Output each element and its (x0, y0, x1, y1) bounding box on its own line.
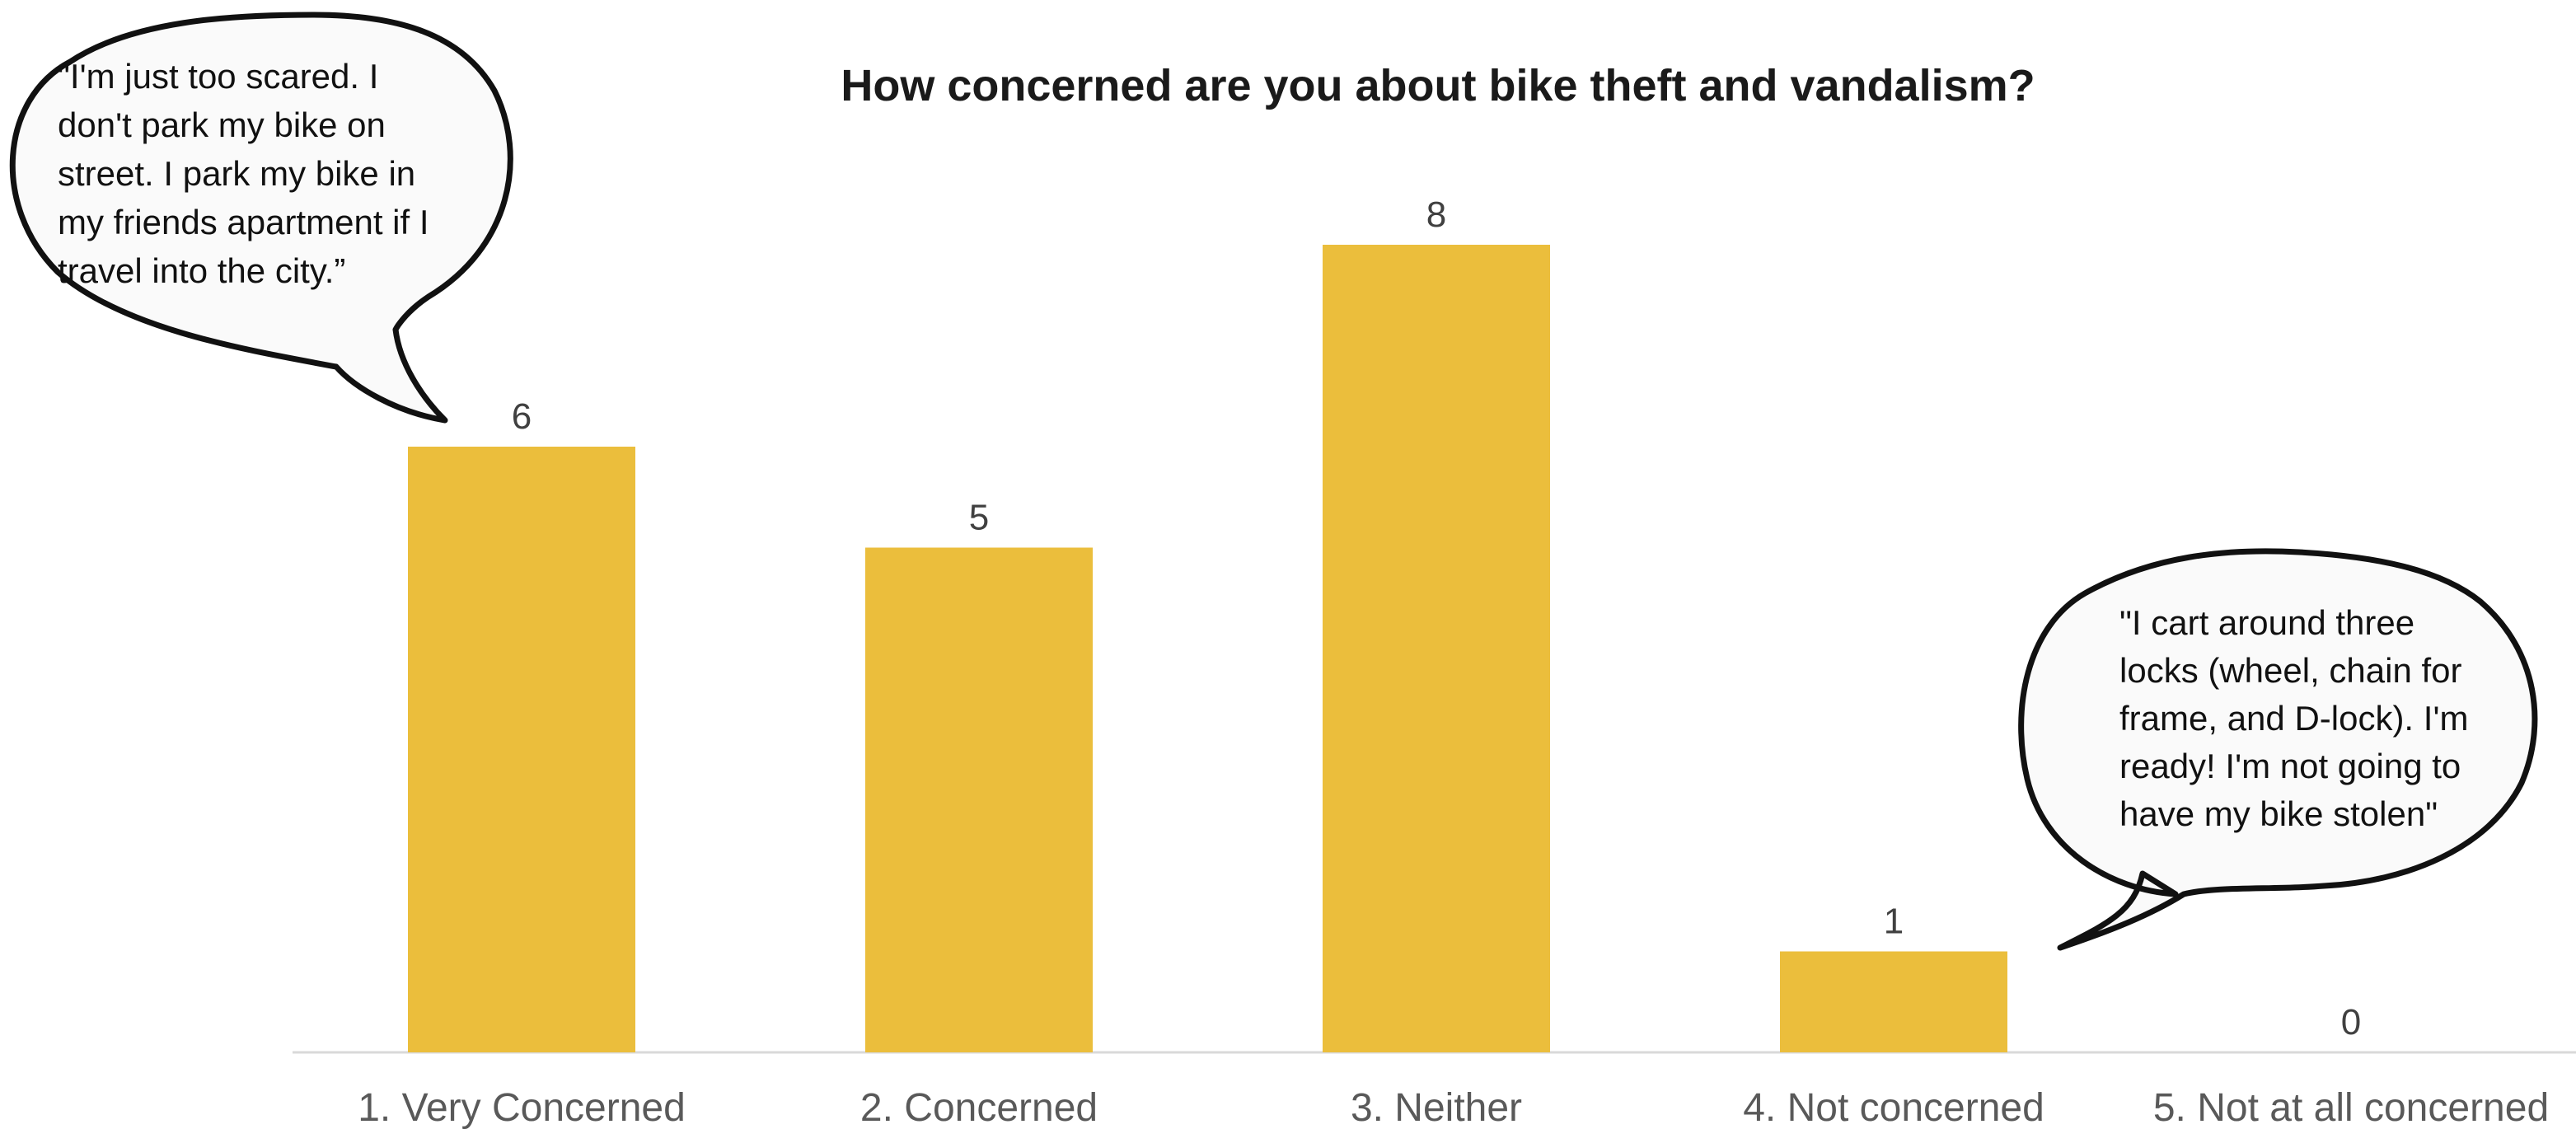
data-label: 8 (1426, 194, 1446, 235)
data-label: 5 (969, 498, 989, 538)
callout-text-line: frame, and D-lock). I'm (2119, 699, 2468, 738)
bars-layer (408, 245, 2007, 1052)
speech-bubble (9, 12, 513, 424)
category-label: 1. Very Concerned (358, 1086, 686, 1129)
bar (865, 547, 1093, 1052)
category-label: 4. Not concerned (1743, 1086, 2044, 1129)
callout-text-line: street. I park my bike in (58, 154, 415, 193)
bar (1323, 245, 1550, 1052)
labels-layer: 6 1. Very Concerned 5 2. Concerned 8 3. Neith… (358, 194, 2549, 1129)
callout-text-line: travel into the city.” (58, 251, 345, 290)
chart-title: How concerned are you about bike theft a… (841, 61, 2035, 110)
category-label: 2. Concerned (860, 1086, 1098, 1129)
category-label: 5. Not at all concerned (2153, 1086, 2549, 1129)
callout-text-line: "I cart around three (2119, 603, 2414, 642)
bar (408, 447, 635, 1052)
data-label: 0 (2341, 1002, 2361, 1042)
speech-bubble (2018, 548, 2538, 951)
callout-text-line: ready! I'm not going to (2119, 747, 2461, 785)
data-label: 1 (1884, 902, 1904, 942)
data-label: 6 (512, 396, 532, 437)
category-label: 3. Neither (1351, 1086, 1522, 1129)
callout-text-line: have my bike stolen" (2119, 794, 2438, 833)
callout-text-line: locks (wheel, chain for (2119, 651, 2462, 690)
bar (1780, 951, 2007, 1052)
callouts-layer: "I'm just too scared. I don't park my bik… (9, 12, 2538, 951)
callout-text-line: "I'm just too scared. I (58, 57, 378, 96)
callout-text-line: don't park my bike on (58, 105, 386, 144)
callout-text-line: my friends apartment if I (58, 203, 429, 241)
